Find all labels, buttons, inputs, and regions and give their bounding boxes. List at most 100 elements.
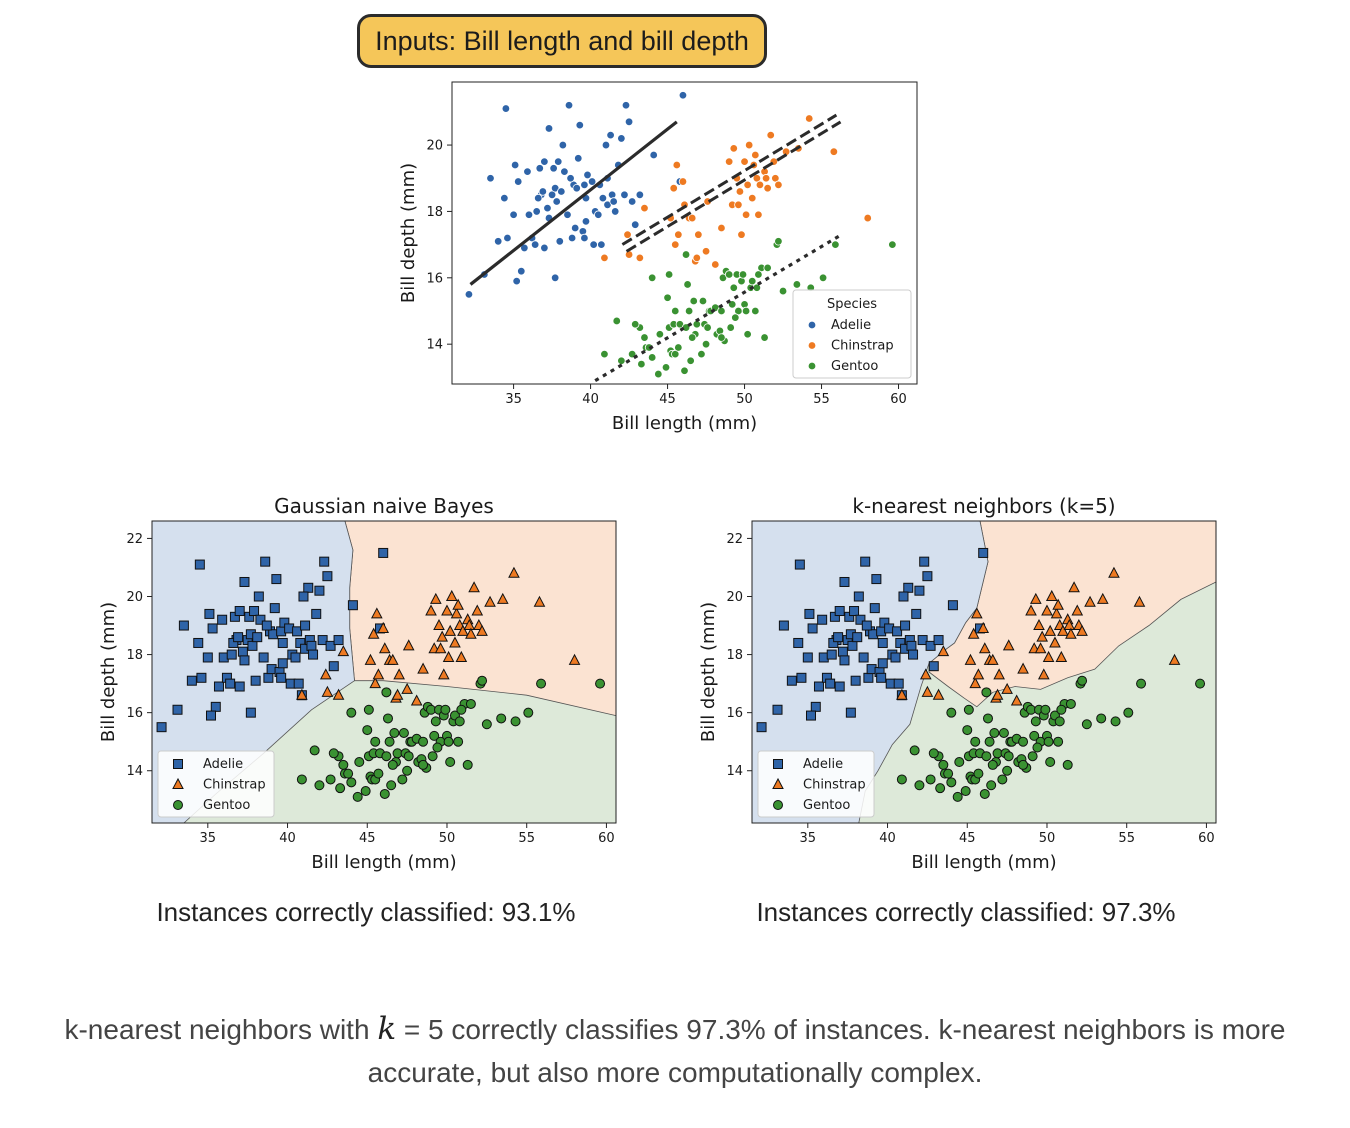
- legend-label-chinstrap: Chinstrap: [803, 778, 866, 793]
- point-adelie: [567, 233, 577, 243]
- x-tick-label: 50: [736, 392, 753, 407]
- point-adelie: [869, 603, 880, 614]
- point-chinstrap: [377, 621, 390, 633]
- point-gentoo: [335, 783, 346, 794]
- point-gentoo: [729, 283, 738, 292]
- point-adelie: [861, 620, 872, 631]
- point-chinstrap: [600, 253, 609, 263]
- legend-marker-chinstrap: [807, 341, 817, 350]
- point-adelie: [794, 559, 805, 570]
- x-tick-label: 55: [518, 831, 535, 846]
- point-gentoo: [778, 286, 788, 296]
- point-adelie: [804, 608, 815, 619]
- legend-label-gentoo: Gentoo: [803, 798, 850, 813]
- y-tick-label: 14: [126, 764, 143, 779]
- point-chinstrap: [986, 653, 999, 665]
- point-gentoo: [681, 250, 691, 259]
- legend-title: Species: [827, 297, 877, 312]
- point-chinstrap: [296, 688, 308, 700]
- point-chinstrap: [450, 607, 463, 619]
- point-adelie: [253, 591, 264, 602]
- point-adelie: [540, 243, 549, 253]
- point-chinstrap: [669, 183, 678, 193]
- point-chinstrap: [977, 621, 990, 633]
- point-adelie: [620, 190, 629, 200]
- point-adelie: [503, 233, 512, 243]
- point-adelie: [807, 623, 818, 634]
- point-gentoo: [429, 730, 440, 741]
- point-gentoo: [296, 774, 307, 785]
- series-gentoo: [600, 237, 897, 379]
- x-axis-label: Bill length (mm): [311, 852, 456, 873]
- point-chinstrap: [919, 668, 932, 680]
- point-adelie: [898, 591, 909, 602]
- point-adelie: [928, 661, 939, 672]
- point-chinstrap: [1036, 630, 1049, 642]
- point-chinstrap: [1002, 639, 1015, 651]
- point-adelie: [237, 646, 248, 657]
- legend-marker-adelie: [173, 759, 183, 769]
- point-gentoo: [1027, 751, 1038, 762]
- point-gentoo: [701, 339, 711, 349]
- legend-marker-gentoo: [173, 800, 183, 810]
- y-axis-label: Bill depth (mm): [398, 163, 419, 303]
- point-gentoo: [600, 349, 609, 359]
- point-gentoo: [943, 768, 954, 779]
- point-chinstrap: [740, 157, 749, 166]
- point-chinstrap: [735, 187, 745, 196]
- legend-marker-gentoo: [807, 361, 817, 371]
- point-adelie: [517, 266, 526, 276]
- series-adelie: [756, 547, 989, 733]
- inputs-badge: Inputs: Bill length and bill depth: [357, 14, 767, 68]
- legend-label-adelie: Adelie: [831, 318, 871, 333]
- point-gentoo: [1081, 719, 1092, 730]
- x-tick-label: 60: [1198, 831, 1215, 846]
- point-adelie: [245, 707, 256, 718]
- charts-canvas: 35 40 45 50 55 60 14 16 18 20 Bill length (mm) Bill…: [98, 81, 1217, 873]
- point-adelie: [261, 620, 272, 631]
- point-chinstrap: [449, 636, 461, 648]
- x-tick-label: 40: [879, 831, 896, 846]
- point-adelie: [306, 640, 317, 651]
- point-gentoo: [443, 736, 454, 747]
- point-chinstrap: [1168, 653, 1181, 665]
- point-gentoo: [354, 757, 365, 768]
- point-adelie: [204, 608, 215, 619]
- y-tick-label: 18: [126, 648, 143, 663]
- point-adelie: [555, 237, 564, 246]
- point-adelie: [226, 649, 237, 660]
- point-gentoo: [984, 736, 995, 747]
- point-gentoo: [655, 330, 665, 339]
- point-gentoo: [352, 791, 363, 802]
- y-tick-label: 18: [726, 648, 743, 663]
- trend-line-solid: [469, 120, 678, 286]
- x-tick-label: 45: [659, 392, 676, 407]
- point-adelie: [570, 223, 580, 233]
- point-gentoo: [1018, 759, 1029, 770]
- point-chinstrap: [465, 627, 477, 639]
- naive-bayes-accuracy: Instances correctly classified: 93.1%: [156, 897, 576, 927]
- point-gentoo: [1123, 707, 1134, 718]
- legend-marker-chinstrap: [172, 777, 184, 789]
- point-gentoo: [640, 333, 649, 342]
- point-chinstrap: [694, 230, 703, 239]
- point-chinstrap: [1045, 589, 1058, 601]
- point-adelie: [890, 652, 901, 663]
- series-gentoo: [896, 675, 1206, 802]
- y-tick-label: 14: [426, 338, 443, 353]
- point-chinstrap: [1033, 618, 1045, 631]
- point-adelie: [510, 160, 520, 170]
- point-gentoo: [987, 759, 998, 770]
- point-gentoo: [360, 786, 371, 797]
- point-adelie: [550, 273, 560, 283]
- x-tick-label: 55: [813, 392, 830, 407]
- point-chinstrap: [463, 618, 476, 631]
- point-adelie: [303, 582, 314, 593]
- point-gentoo: [381, 751, 392, 762]
- point-chinstrap: [434, 642, 447, 654]
- point-gentoo: [373, 768, 384, 779]
- point-adelie: [635, 190, 645, 200]
- point-chinstrap: [972, 668, 985, 680]
- point-gentoo: [402, 765, 413, 776]
- point-chinstrap: [433, 618, 445, 631]
